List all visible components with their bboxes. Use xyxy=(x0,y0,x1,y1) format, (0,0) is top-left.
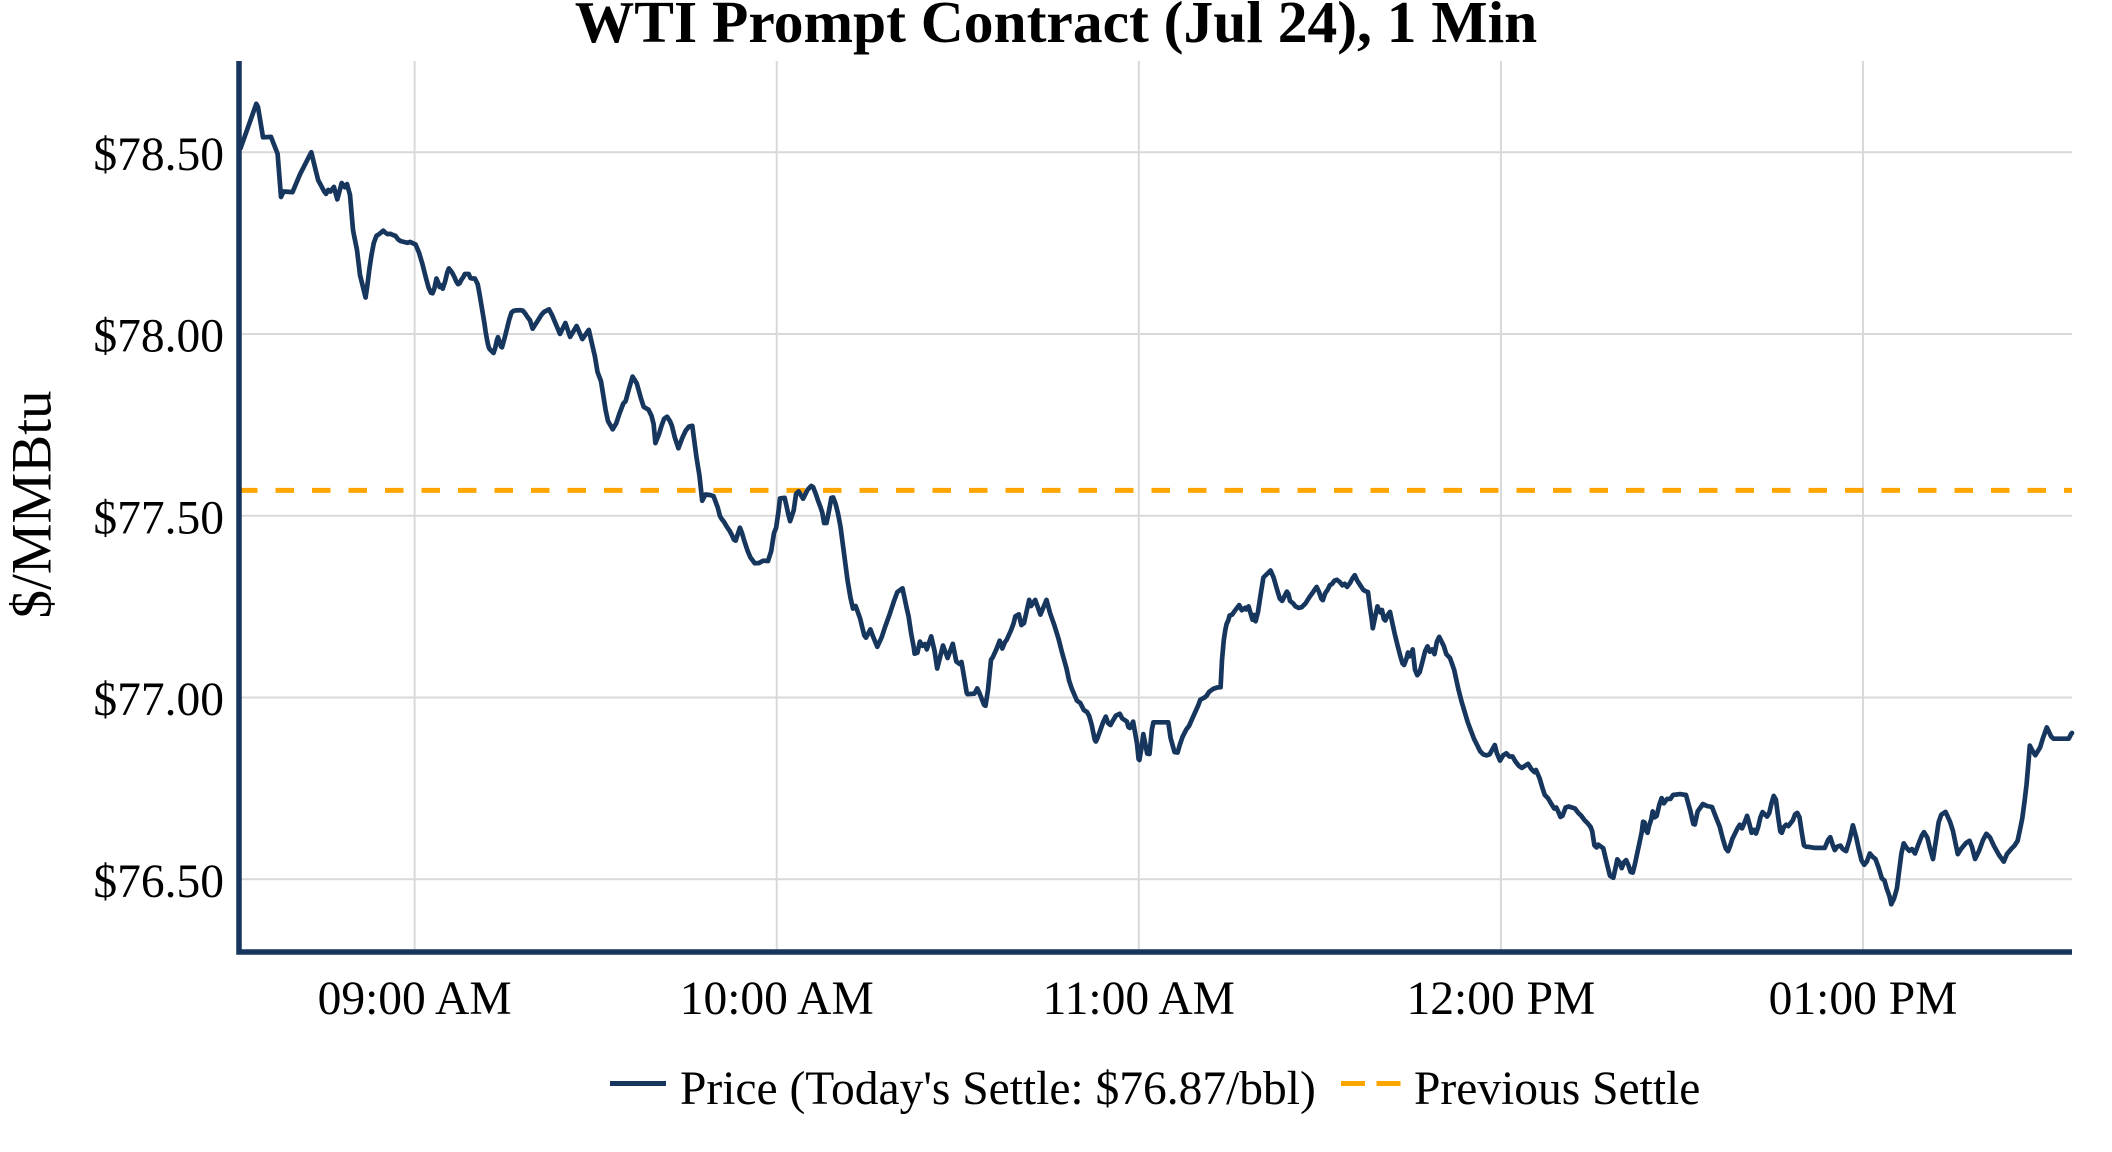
svg-text:$78.50: $78.50 xyxy=(93,129,224,181)
svg-text:Previous Settle: Previous Settle xyxy=(1414,1063,1700,1115)
svg-text:01:00 PM: 01:00 PM xyxy=(1769,973,1958,1025)
svg-text:$76.50: $76.50 xyxy=(93,856,224,908)
svg-text:Price (Today's Settle: $76.87/: Price (Today's Settle: $76.87/bbl) xyxy=(680,1063,1316,1115)
svg-text:$/MMBtu: $/MMBtu xyxy=(1,390,64,618)
svg-text:WTI Prompt Contract (Jul 24),: WTI Prompt Contract (Jul 24), 1 Min xyxy=(575,0,1537,55)
svg-text:$78.00: $78.00 xyxy=(93,311,224,363)
svg-text:$77.50: $77.50 xyxy=(93,493,224,545)
svg-text:10:00 AM: 10:00 AM xyxy=(680,973,874,1025)
svg-text:09:00 AM: 09:00 AM xyxy=(318,973,512,1025)
svg-text:$77.00: $77.00 xyxy=(93,674,224,726)
svg-text:11:00 AM: 11:00 AM xyxy=(1043,973,1235,1025)
svg-text:12:00 PM: 12:00 PM xyxy=(1407,973,1596,1025)
